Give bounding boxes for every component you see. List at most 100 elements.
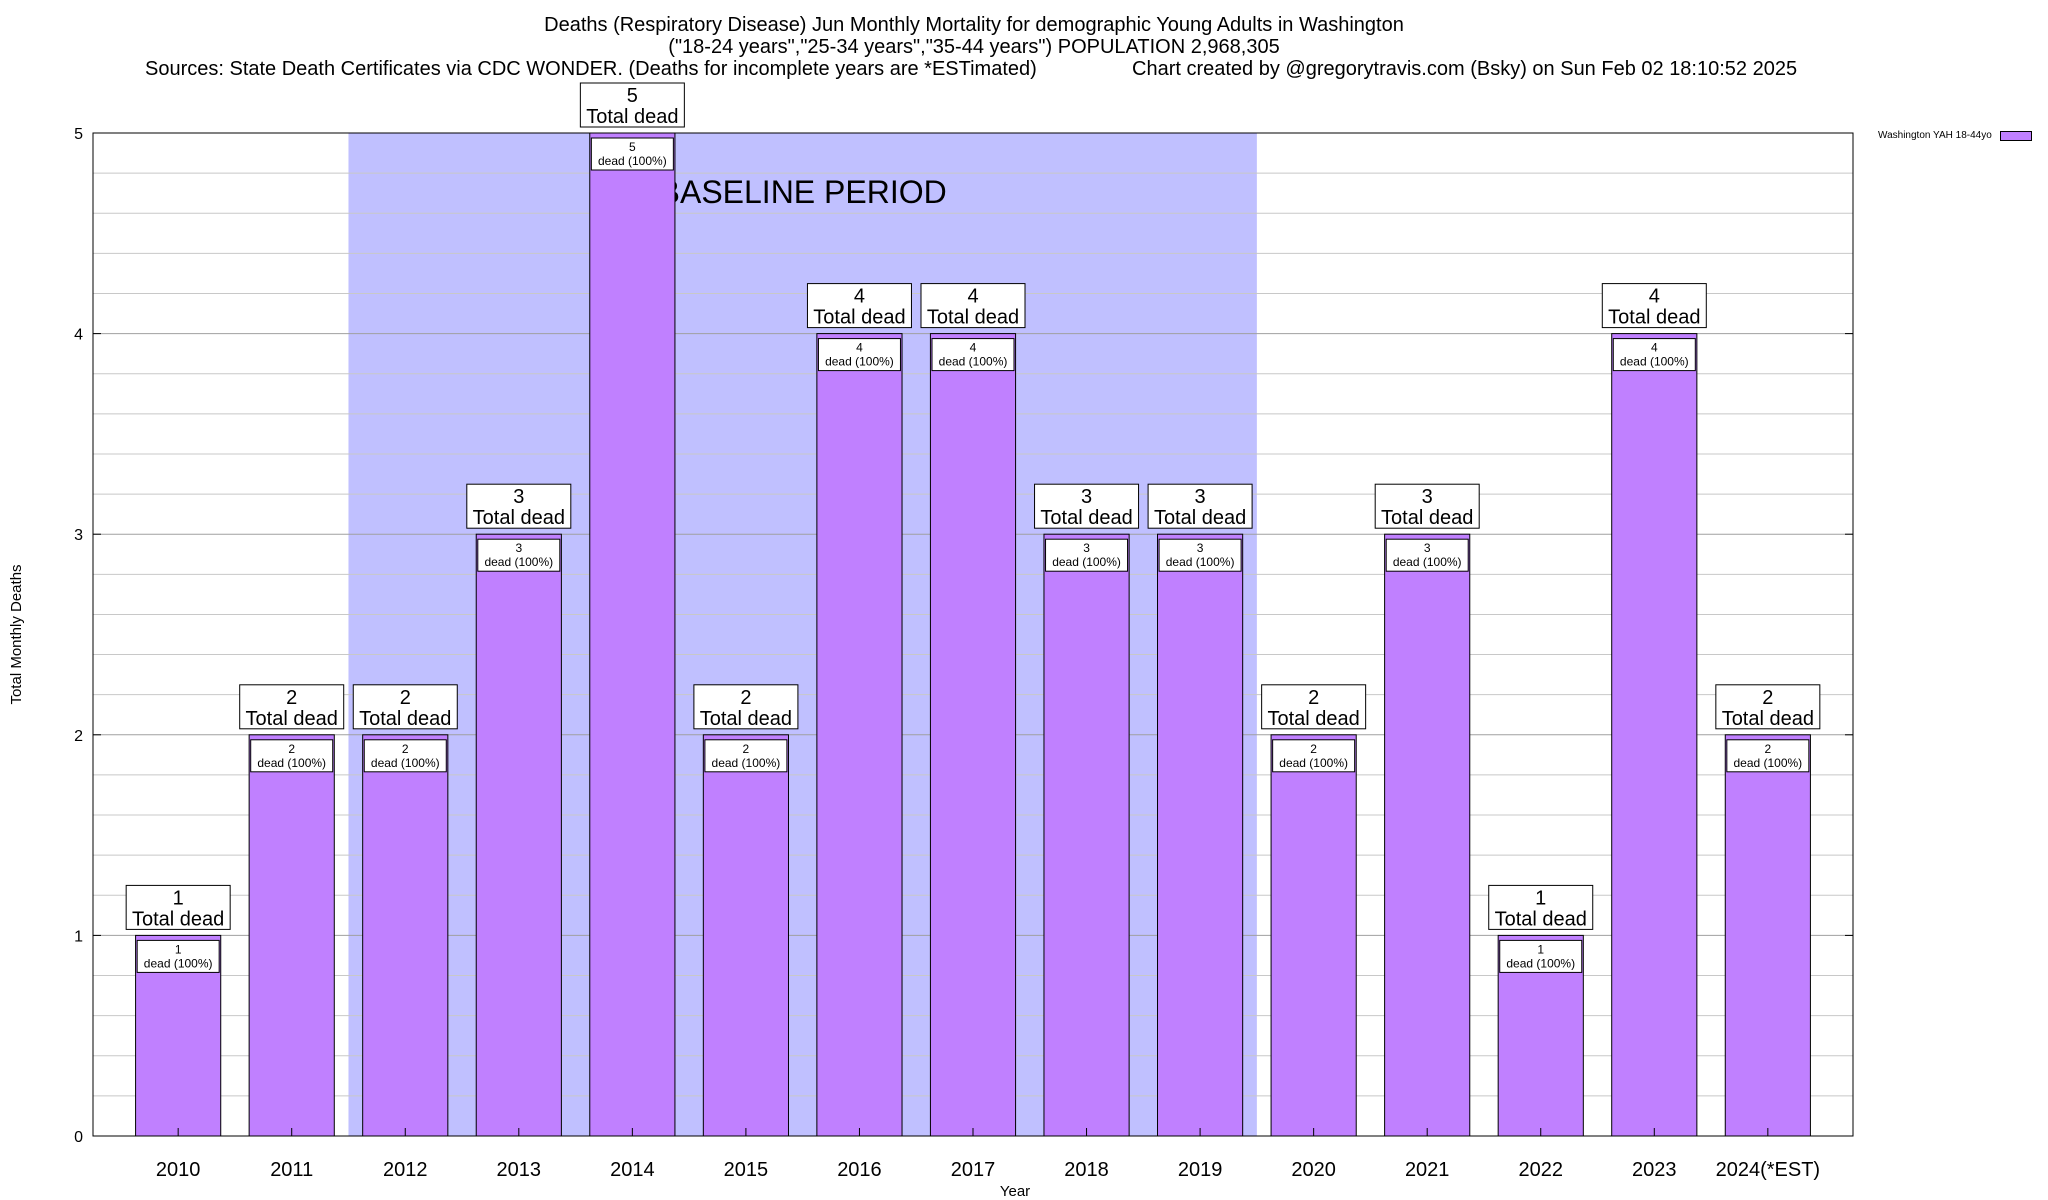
x-tick-label: 2021	[1405, 1159, 1450, 1181]
bar	[929, 333, 1017, 1137]
bar-total-text-label: Total dead	[813, 307, 905, 329]
baseline-period-label: BASELINE PERIOD	[659, 174, 947, 210]
bar-total-label-box	[466, 483, 572, 529]
x-tick-label: 2018	[1064, 1159, 1109, 1181]
bar-total-label-box	[920, 283, 1026, 329]
chart-title-line1: Deaths (Respiratory Disease) Jun Monthly…	[544, 14, 1404, 36]
bar-total-value-label: 2	[740, 687, 751, 709]
bar-inner-label-box	[1385, 538, 1469, 572]
bar-total-text-label: Total dead	[927, 307, 1019, 329]
bar	[475, 533, 562, 1137]
bar-inner-percent-label: dead (100%)	[1620, 355, 1689, 369]
bar-total-value-label: 4	[967, 286, 978, 308]
chart-sources: Sources: State Death Certificates via CD…	[145, 58, 1037, 80]
bar-inner-value-label: 3	[1424, 541, 1431, 555]
bar-total-label-box	[579, 82, 685, 128]
bar-inner-percent-label: dead (100%)	[1052, 555, 1121, 569]
x-tick-label: 2015	[724, 1159, 769, 1181]
bar-inner-value-label: 5	[629, 140, 636, 154]
bar-inner-value-label: 3	[1083, 541, 1090, 555]
bar	[816, 333, 903, 1137]
bar-inner-value-label: 2	[1310, 742, 1317, 756]
legend-label: Washington YAH 18-44yo	[1878, 130, 1992, 141]
chart-title-block: Deaths (Respiratory Disease) Jun Monthly…	[0, 14, 1948, 80]
bar	[1611, 333, 1698, 1137]
bar-inner-value-label: 1	[1537, 942, 1544, 956]
bar-inner-value-label: 2	[1764, 742, 1771, 756]
x-tick-label: 2019	[1178, 1159, 1223, 1181]
bar-total-text-label: Total dead	[1722, 708, 1814, 730]
x-tick-label: 2017	[951, 1159, 996, 1181]
bar-inner-label-box	[931, 338, 1015, 372]
bar-total-text-label: Total dead	[359, 708, 451, 730]
bar	[702, 734, 789, 1137]
bar-total-value-label: 3	[513, 486, 524, 508]
bar	[1724, 734, 1811, 1137]
bar-total-text-label: Total dead	[1267, 708, 1359, 730]
bar-inner-percent-label: dead (100%)	[371, 756, 440, 770]
bar-total-value-label: 2	[1762, 687, 1773, 709]
bar-total-label-box	[352, 684, 458, 730]
bar-inner-percent-label: dead (100%)	[825, 355, 894, 369]
bar-total-text-label: Total dead	[1040, 507, 1132, 529]
bar-inner-label-box	[136, 939, 220, 973]
bar	[1157, 533, 1244, 1137]
bar-inner-percent-label: dead (100%)	[712, 756, 781, 770]
bar-inner-percent-label: dead (100%)	[598, 154, 667, 168]
legend-swatch	[1999, 130, 2032, 141]
bar-total-text-label: Total dead	[586, 106, 678, 128]
bar-total-text-label: Total dead	[1495, 908, 1587, 930]
bar-inner-label-box	[1158, 538, 1242, 572]
bar-inner-percent-label: dead (100%)	[1279, 756, 1348, 770]
bar-total-label-box	[1374, 483, 1480, 529]
legend: Washington YAH 18-44yo	[1878, 130, 2032, 141]
bar-total-value-label: 3	[1195, 486, 1206, 508]
bar-inner-percent-label: dead (100%)	[257, 756, 326, 770]
bar-total-text-label: Total dead	[1608, 307, 1700, 329]
bar-inner-percent-label: dead (100%)	[144, 956, 213, 970]
x-tick-label: 2022	[1518, 1159, 1563, 1181]
bar-total-value-label: 3	[1422, 486, 1433, 508]
y-tick-label: 3	[74, 527, 83, 544]
bar-inner-label-box	[1045, 538, 1129, 572]
y-tick-label: 5	[74, 126, 83, 143]
chart-subtitle-line: Sources: State Death Certificates via CD…	[0, 58, 1948, 80]
x-axis-label: Year	[1000, 1183, 1030, 1200]
x-tick-label: 2013	[497, 1159, 542, 1181]
bar-total-text-label: Total dead	[246, 708, 338, 730]
bar-total-value-label: 2	[400, 687, 411, 709]
x-tick-label: 2010	[156, 1159, 201, 1181]
bar-inner-value-label: 2	[743, 742, 750, 756]
bar-total-label-box	[1715, 684, 1821, 730]
y-tick-label: 0	[74, 1129, 83, 1146]
bar-total-label-box	[1261, 684, 1367, 730]
bar-inner-percent-label: dead (100%)	[484, 555, 553, 569]
x-tick-label: 2020	[1291, 1159, 1336, 1181]
bar-total-value-label: 2	[1308, 687, 1319, 709]
x-tick-label: 2014	[610, 1159, 655, 1181]
bar-inner-label-box	[1272, 739, 1356, 773]
bar-total-text-label: Total dead	[700, 708, 792, 730]
bar	[362, 734, 449, 1137]
bar-inner-percent-label: dead (100%)	[939, 355, 1008, 369]
bar	[248, 734, 335, 1137]
y-tick-label: 4	[74, 327, 83, 344]
plot-frame	[92, 132, 1854, 1137]
bar-total-label-box	[1034, 483, 1140, 529]
bar-total-label-box	[1601, 283, 1707, 329]
bar-total-value-label: 2	[286, 687, 297, 709]
bar-total-value-label: 4	[854, 286, 865, 308]
bar-inner-label-box	[1612, 338, 1696, 372]
y-axis-label: Total Monthly Deaths	[8, 564, 25, 704]
x-tick-label: 2012	[383, 1159, 428, 1181]
bar-inner-percent-label: dead (100%)	[1733, 756, 1802, 770]
bar-inner-label-box	[704, 739, 788, 773]
bar-inner-value-label: 4	[1651, 341, 1658, 355]
x-tick-label: 2016	[837, 1159, 882, 1181]
y-tick-label: 2	[74, 728, 83, 745]
bar-inner-label-box	[477, 538, 561, 572]
bar-total-text-label: Total dead	[1154, 507, 1246, 529]
bar-total-label-box	[125, 884, 231, 930]
bar-total-text-label: Total dead	[473, 507, 565, 529]
